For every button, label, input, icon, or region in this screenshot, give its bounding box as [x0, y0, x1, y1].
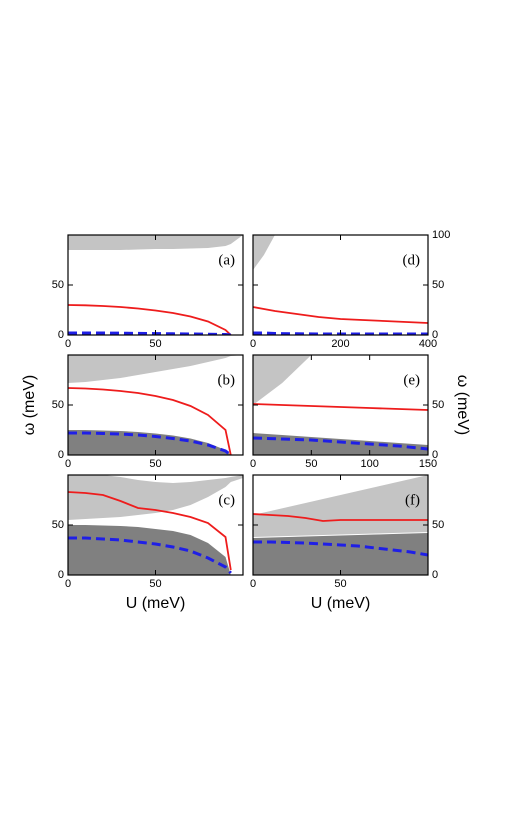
- y-tick-label: 100: [432, 229, 450, 241]
- x-tick-label: 400: [419, 338, 437, 350]
- region: [68, 355, 243, 383]
- region: [253, 355, 312, 405]
- curve: [253, 331, 428, 335]
- plot-area: [68, 235, 243, 335]
- x-tick-label: 50: [149, 338, 161, 350]
- y-tick-label: 0: [432, 329, 438, 341]
- panel: 0 50 0 50 (a): [52, 234, 244, 350]
- plot-area: [253, 355, 428, 455]
- curve: [253, 513, 428, 522]
- x-tick-label: 0: [250, 338, 256, 350]
- y-tick-label: 50: [432, 399, 444, 411]
- panel-label: (e): [403, 372, 420, 388]
- y-tick-label: 0: [58, 329, 64, 341]
- x-tick-label: 0: [65, 338, 71, 350]
- plot-area: [253, 475, 428, 575]
- x-tick-label: 200: [331, 338, 349, 350]
- panel-label: (d): [403, 252, 421, 268]
- y-tick-label: 50: [52, 519, 64, 531]
- curve: [68, 431, 232, 455]
- curve: [253, 540, 428, 557]
- panel: 0 50 0 50 (b) ω (meV): [21, 354, 244, 470]
- curve: [253, 403, 428, 411]
- region: [68, 475, 243, 520]
- x-tick-label: 0: [250, 578, 256, 590]
- x-tick-label: 50: [305, 458, 317, 470]
- region: [68, 235, 243, 250]
- x-tick-label: 50: [334, 578, 346, 590]
- plot-area: [253, 235, 428, 335]
- region: [68, 525, 231, 575]
- x-axis-label: U (meV): [126, 595, 186, 612]
- curve: [68, 536, 232, 574]
- x-tick-label: 150: [419, 458, 437, 470]
- x-tick-label: 100: [360, 458, 378, 470]
- y-axis-label: ω (meV): [21, 375, 38, 436]
- x-tick-label: 0: [65, 458, 71, 470]
- curve: [68, 491, 232, 571]
- panel-label: (f): [405, 492, 420, 508]
- curve: [253, 436, 428, 451]
- y-axis-label: ω (meV): [454, 375, 471, 436]
- curve: [68, 304, 232, 335]
- panel-label: (b): [218, 372, 236, 388]
- x-tick-label: 50: [149, 578, 161, 590]
- region: [68, 430, 231, 455]
- y-tick-label: 0: [432, 569, 438, 581]
- y-tick-label: 0: [58, 569, 64, 581]
- plot-area: [68, 475, 243, 575]
- y-tick-label: 50: [52, 399, 64, 411]
- plot-area: [68, 355, 243, 455]
- y-tick-label: 50: [52, 279, 64, 291]
- x-tick-label: 50: [149, 458, 161, 470]
- panel-label: (a): [218, 252, 235, 268]
- curve: [68, 387, 232, 455]
- region: [253, 475, 428, 515]
- plot-frame: [252, 234, 429, 336]
- curve: [253, 306, 428, 324]
- x-tick-label: 0: [65, 578, 71, 590]
- y-tick-label: 0: [58, 449, 64, 461]
- y-tick-label: 50: [432, 519, 444, 531]
- panel: 0 50 0 50 (f) U (meV): [250, 474, 444, 612]
- panel-label: (c): [218, 492, 235, 508]
- x-axis-label: U (meV): [311, 595, 371, 612]
- y-tick-label: 0: [432, 449, 438, 461]
- region: [253, 235, 275, 270]
- y-tick-label: 50: [432, 279, 444, 291]
- x-tick-label: 0: [250, 458, 256, 470]
- panel: 0 50 0 50 (c) U (meV): [52, 474, 244, 612]
